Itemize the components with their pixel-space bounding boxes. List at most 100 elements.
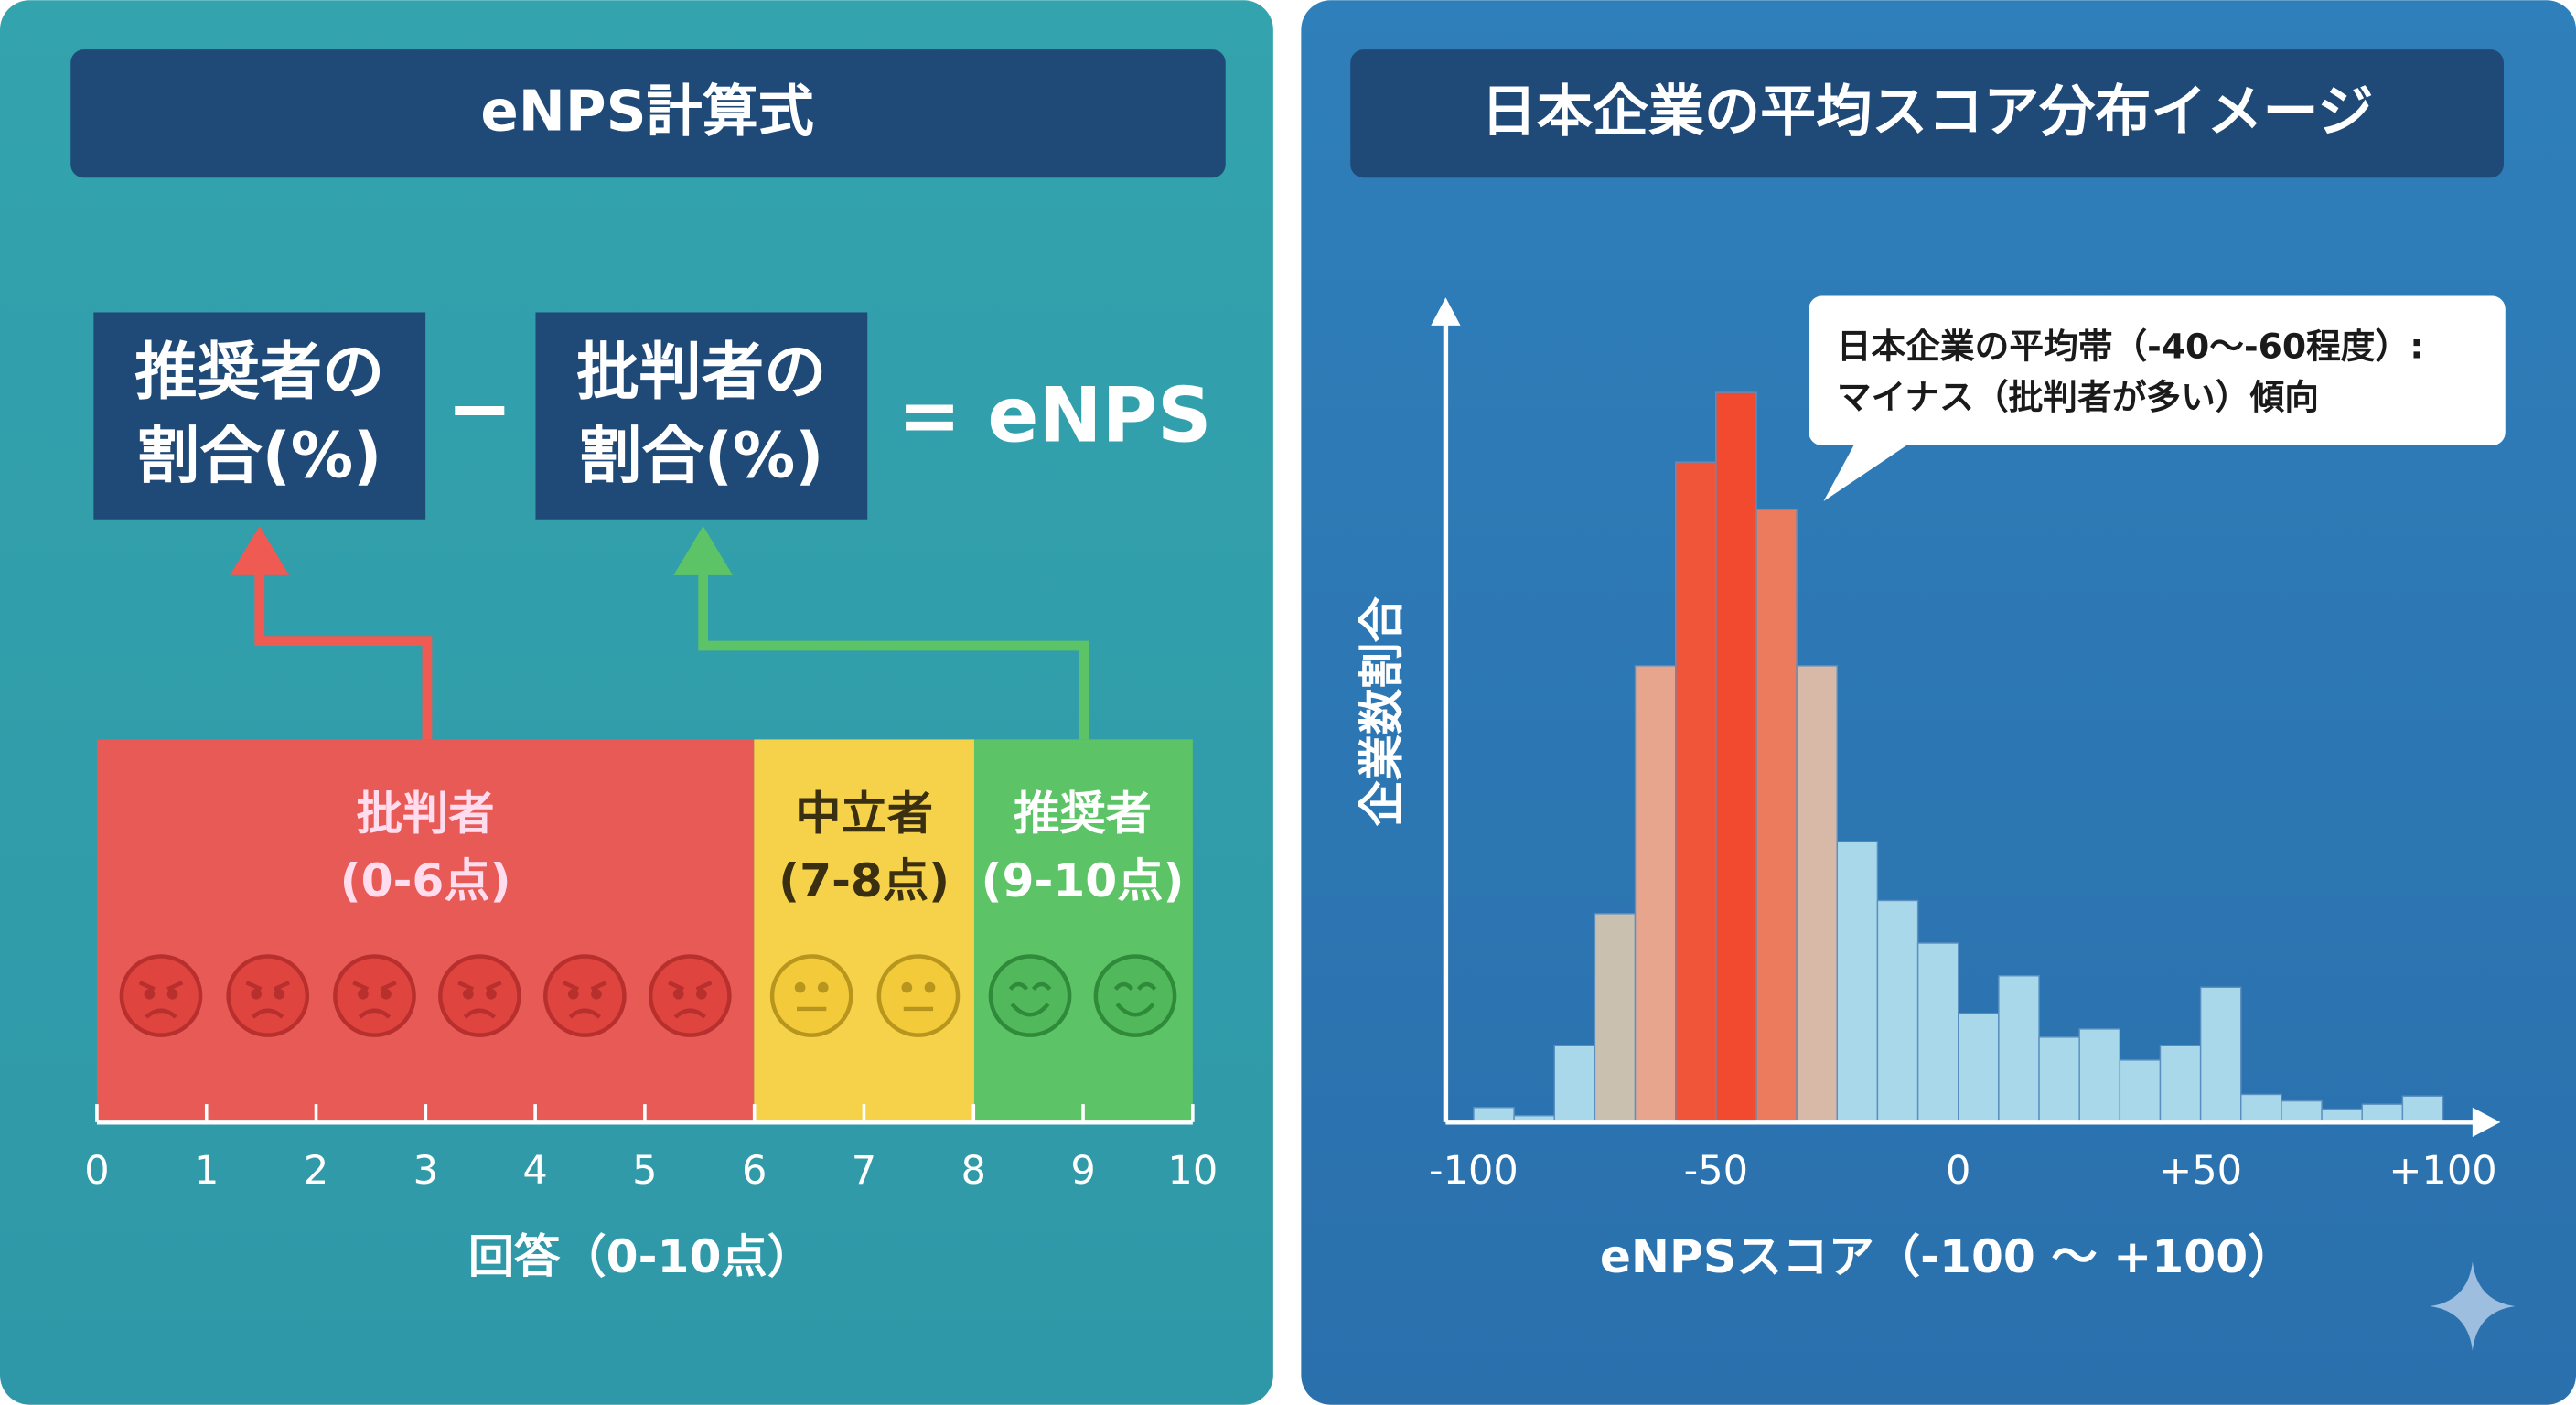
x-tick-label: -100 xyxy=(1429,1148,1519,1194)
formula-result: = eNPS xyxy=(897,371,1211,459)
mouth xyxy=(145,1008,177,1019)
segment-range: (0-6点) xyxy=(340,853,511,907)
mouth xyxy=(463,1008,497,1019)
box-text: 推奨者の xyxy=(134,337,384,409)
brow xyxy=(138,981,184,992)
eye xyxy=(672,988,684,1000)
bar xyxy=(1715,391,1757,1123)
bar xyxy=(2078,1028,2121,1123)
scale-tick-label: 4 xyxy=(522,1148,547,1194)
title-bar xyxy=(1350,49,2504,178)
sparkle xyxy=(2430,1261,2516,1351)
mouth xyxy=(252,1008,284,1019)
eye xyxy=(381,988,392,1000)
segment xyxy=(754,739,974,1122)
face-icon xyxy=(438,954,521,1037)
bar xyxy=(1594,913,1637,1123)
eyes xyxy=(1008,981,1052,991)
brow xyxy=(563,981,607,992)
bar xyxy=(1998,975,2040,1123)
callout-text: 日本企業の平均帯（-40〜-60程度）: xyxy=(1837,326,2423,366)
eye xyxy=(166,988,178,1000)
bar xyxy=(2159,1045,2202,1123)
brow xyxy=(668,981,713,992)
bar xyxy=(2199,986,2242,1123)
face xyxy=(543,954,627,1037)
mouth xyxy=(358,1008,392,1019)
segment xyxy=(973,739,1193,1122)
face-icon xyxy=(1093,954,1177,1037)
formula-title: eNPS計算式 xyxy=(480,80,813,145)
face-icon xyxy=(333,954,416,1037)
face xyxy=(119,954,203,1037)
eye xyxy=(463,988,474,1000)
promoter-box xyxy=(93,312,426,520)
scale-tick-label: 1 xyxy=(194,1148,219,1194)
bar xyxy=(1796,665,1839,1123)
scale-tick-label: 0 xyxy=(84,1148,109,1194)
face xyxy=(333,954,416,1037)
face xyxy=(988,954,1072,1037)
bar xyxy=(1836,841,1879,1123)
scale-tick-label: 6 xyxy=(742,1148,767,1194)
scale-tick-label: 8 xyxy=(961,1148,986,1194)
face xyxy=(876,954,961,1037)
face-icon xyxy=(226,954,310,1037)
scale-tick-label: 7 xyxy=(852,1148,876,1194)
x-tick-label: -50 xyxy=(1684,1148,1748,1194)
face xyxy=(648,954,732,1037)
segment-name: 批判者 xyxy=(357,786,495,840)
bar xyxy=(1755,509,1798,1123)
scale-tick-label: 2 xyxy=(304,1148,328,1194)
eye xyxy=(486,988,497,1000)
arrow-head xyxy=(2472,1107,2501,1138)
bar xyxy=(2240,1093,2282,1123)
face-icon xyxy=(543,954,627,1037)
operator: − xyxy=(446,363,512,455)
title-bar xyxy=(70,49,1226,178)
box-text: 批判者の xyxy=(576,337,826,409)
face xyxy=(1093,954,1177,1037)
segment-name: 推奨者 xyxy=(1014,786,1152,840)
callout-box xyxy=(1809,295,2506,445)
y-axis-label: 企業数割合 xyxy=(1354,595,1408,826)
face-icon xyxy=(119,954,203,1037)
bar xyxy=(1553,1045,1596,1123)
arrow-head xyxy=(1431,297,1461,326)
box-text: 割合(%) xyxy=(137,421,381,493)
eye xyxy=(274,988,285,1000)
eye xyxy=(696,988,707,1000)
eye xyxy=(358,988,369,1000)
chart-title: 日本企業の平均スコア分布イメージ xyxy=(1481,80,2374,145)
eye xyxy=(567,988,579,1000)
arrow-head xyxy=(230,525,290,575)
bar xyxy=(2361,1103,2404,1123)
eye xyxy=(817,981,829,993)
right-panel xyxy=(1301,0,2576,1405)
eye xyxy=(924,981,936,993)
scale-tick-label: 5 xyxy=(632,1148,657,1194)
detractor-box xyxy=(535,312,868,520)
face-icon xyxy=(988,954,1072,1037)
scale-label: 回答（0-10点） xyxy=(468,1229,813,1283)
mouth xyxy=(568,1008,602,1019)
segment xyxy=(96,739,755,1122)
box-text: 割合(%) xyxy=(579,421,823,493)
callout-text: マイナス（批判者が多い）傾向 xyxy=(1837,377,2319,417)
mouth xyxy=(1010,1003,1050,1017)
bar xyxy=(1958,1013,2000,1123)
scale-tick-label: 3 xyxy=(413,1148,438,1194)
scale-tick-label: 9 xyxy=(1070,1148,1095,1194)
eyes xyxy=(1113,981,1157,991)
eye xyxy=(901,981,913,993)
brow xyxy=(352,981,397,992)
brow xyxy=(457,981,502,992)
face-icon xyxy=(648,954,732,1037)
mouth xyxy=(1115,1003,1155,1017)
mouth xyxy=(673,1008,706,1019)
callout-tail xyxy=(1823,440,1915,501)
face-icon xyxy=(876,954,961,1037)
arrow xyxy=(254,566,433,740)
eye xyxy=(251,988,262,1000)
